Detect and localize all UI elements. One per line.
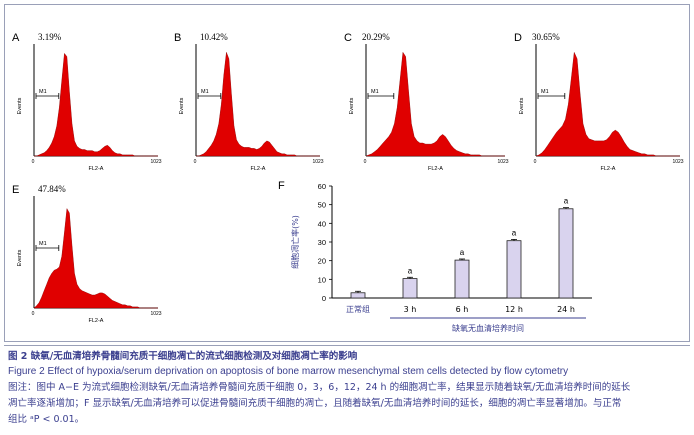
figure-note-line: 图注：图中 A−E 为流式细胞检测缺氧/无血清培养骨髓间充质干细胞 0，3，6，… [8,382,631,393]
histogram-x-tick-label: 0 [364,159,367,165]
histogram-x-axis-label: FL2-A [601,166,616,172]
bar-significance-label: a [408,266,413,275]
histogram-plot: M1 Events 0 1023 FL2-A [519,44,684,172]
bar-category-label: 6 h [456,305,469,314]
histogram-plot: M1 Events 0 1023 FL2-A [179,44,324,172]
histogram-x-tick-label: 0 [194,159,197,165]
bar-category-label: 12 h [505,305,523,314]
apoptosis-percent: 20.29% [362,32,390,42]
histogram-x-axis-label: FL2-A [251,166,266,172]
caption-separator [4,345,690,346]
figure-note: 图注：图中 A−E 为流式细胞检测缺氧/无血清培养骨髓间充质干细胞 0，3，6，… [8,380,688,428]
bar [350,292,366,299]
histogram-plot: M1 Events 0 1023 FL2-A [17,196,162,324]
histogram-y-axis-label: Events [179,97,185,114]
bar [402,278,418,299]
figure-title-chinese: 图 2 缺氧/无血清培养骨髓间充质干细胞凋亡的流式细胞检测及对细胞凋亡率的影响 [8,351,358,362]
histogram-x-tick-label: 0 [534,159,537,165]
panel-label: A [12,32,20,44]
bar-category-label: 24 h [557,305,575,314]
apoptosis-percent: 30.65% [532,32,560,42]
apoptosis-percent: 10.42% [200,32,228,42]
bar-y-tick-label: 50 [318,201,326,210]
bar-significance-label: a [460,248,465,257]
figure-note-line: 组比 ᵃP < 0.01。 [8,414,85,425]
panel-label: B [174,32,182,44]
histogram-distribution [365,51,505,157]
histogram-x-axis-label: FL2-A [428,166,443,172]
histogram-distribution [196,52,320,157]
histogram-x-tick-label: 1023 [312,159,323,165]
bar-significance-label: a [564,197,569,206]
histogram-x-tick-label: 1023 [497,159,508,165]
gate-marker-label: M1 [39,89,47,95]
histogram-x-axis-label: FL2-A [89,166,104,172]
gate-marker-label: M1 [371,89,379,95]
group-label: 缺氧无血清培养时间 [452,323,524,333]
histogram-y-axis-label: Events [519,97,525,114]
gate-marker-label: M1 [39,241,47,247]
bar-y-tick-label: 0 [322,294,326,303]
histogram-distribution [33,207,158,309]
figure-note-line: 凋亡率逐渐增加；F 显示缺氧/无血清培养可以促进骨髓间充质干细胞的凋亡，且随着缺… [8,398,622,409]
histogram-x-tick-label: 1023 [150,159,161,165]
bar [558,208,574,299]
histogram-distribution [34,52,158,157]
bar-y-tick-label: 20 [318,257,326,266]
histogram-x-tick-label: 1023 [150,311,161,317]
bar-chart-panel-f: F 0 10 20 30 40 50 60 细胞凋亡率(%) 正常组 a 3 h a 6 h a 12 h a… [270,178,600,340]
histogram-panel-a: A 3.19% M1 Events 0 1023 FL2-A [12,28,162,178]
gate-marker-label: M1 [541,89,549,95]
histogram-panel-d: D 30.65% M1 Events 0 1023 FL2-A [514,28,684,178]
bar-category-label: 3 h [404,305,417,314]
histogram-x-tick-label: 0 [32,311,35,317]
histogram-y-axis-label: Events [17,97,23,114]
apoptosis-percent: 3.19% [38,32,62,42]
bar [506,240,522,299]
bar-category-label: 正常组 [346,304,370,314]
gate-marker-label: M1 [201,89,209,95]
panel-label: F [278,180,285,192]
histogram-panel-e: E 47.84% M1 Events 0 1023 FL2-A [12,180,162,330]
bar-y-tick-label: 40 [318,219,326,228]
panel-label: D [514,32,522,44]
histogram-plot: M1 Events 0 1023 FL2-A [349,44,509,172]
bar-y-tick-label: 60 [318,182,326,191]
histogram-panel-c: C 20.29% M1 Events 0 1023 FL2-A [344,28,509,178]
panel-label: E [12,184,20,196]
histogram-y-axis-label: Events [17,249,23,266]
apoptosis-percent: 47.84% [38,184,66,194]
bar [454,259,470,299]
bar-significance-label: a [512,228,517,237]
bar-y-axis-label: 细胞凋亡率(%) [290,215,300,269]
panel-label: C [344,32,352,44]
histogram-panel-b: B 10.42% M1 Events 0 1023 FL2-A [174,28,324,178]
histogram-plot: M1 Events 0 1023 FL2-A [17,44,162,172]
bar-y-tick-label: 30 [318,238,326,247]
figure-title-english: Figure 2 Effect of hypoxia/serum depriva… [8,366,569,377]
histogram-y-axis-label: Events [349,97,355,114]
bar-chart: 0 10 20 30 40 50 60 细胞凋亡率(%) 正常组 a 3 h a 6 h a 12 h a 24… [290,182,592,333]
histogram-x-tick-label: 1023 [672,159,683,165]
histogram-x-axis-label: FL2-A [89,318,104,324]
histogram-distribution [535,51,680,157]
bar-y-tick-label: 10 [318,275,326,284]
histogram-x-tick-label: 0 [32,159,35,165]
